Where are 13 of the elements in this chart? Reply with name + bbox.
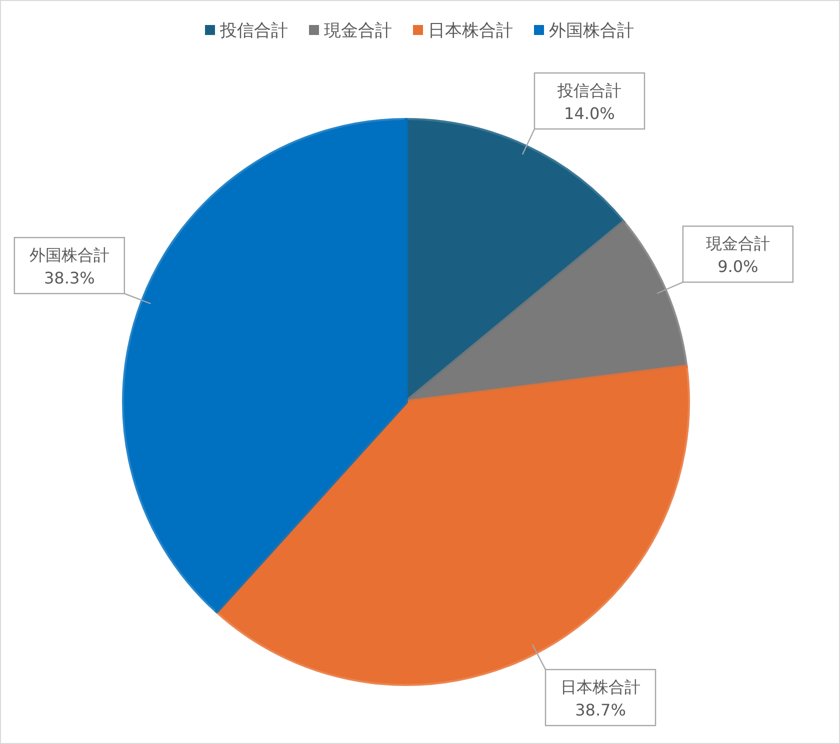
data-label: 38.3% — [44, 268, 95, 288]
data-label: 38.7% — [575, 700, 626, 720]
slice-label: 現金合計 — [706, 234, 770, 254]
legend-label: 外国株合計 — [549, 21, 634, 41]
data-label: 9.0% — [718, 257, 758, 276]
pie-slice — [122, 118, 408, 614]
slice-label: 外国株合計 — [29, 246, 110, 265]
legend-label: 日本株合計 — [428, 21, 513, 41]
slice-label: 日本株合計 — [560, 678, 641, 697]
legend-label: 現金合計 — [324, 21, 392, 41]
data-label: 14.0% — [564, 104, 615, 123]
slice-label: 投信合計 — [556, 80, 622, 100]
legend-label: 投信合計 — [219, 21, 288, 41]
